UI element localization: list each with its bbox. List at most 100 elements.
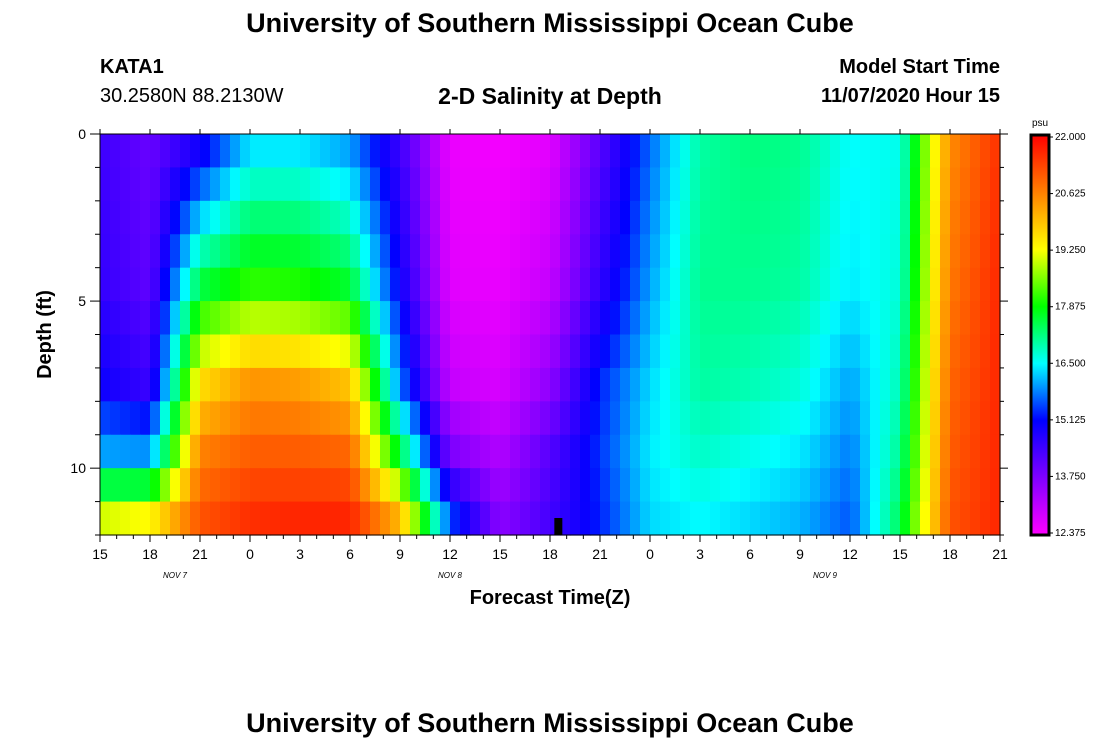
heatmap-cell [840,334,851,369]
heatmap-cell [480,401,491,436]
heatmap-cell [980,267,991,302]
heatmap-cell [660,301,671,336]
heatmap-cell [430,468,441,503]
heatmap-cell [360,334,371,369]
heatmap-cell [700,267,711,302]
heatmap-cell [110,501,121,536]
heatmap-cell [360,434,371,469]
heatmap-cell [680,401,691,436]
heatmap-cell [650,334,661,369]
x-tick-label: 9 [796,546,804,562]
heatmap-cell [450,434,461,469]
heatmap-cell [820,301,831,336]
heatmap-cell [680,200,691,235]
heatmap-cell [890,334,901,369]
heatmap-cell [700,134,711,169]
heatmap-cell [880,501,891,536]
heatmap-cell [920,267,931,302]
heatmap-cell [950,234,961,269]
heatmap-cell [150,367,161,402]
heatmap-cell [320,267,331,302]
heatmap-cell [210,167,221,202]
heatmap-cell [500,301,511,336]
heatmap-cell [830,367,841,402]
heatmap-cell [450,468,461,503]
heatmap-cell [740,401,751,436]
heatmap-cell [160,134,171,169]
heatmap-cell [540,367,551,402]
heatmap-cell [450,334,461,369]
heatmap-cell [900,301,911,336]
heatmap-cell [130,334,141,369]
heatmap-cell [660,367,671,402]
heatmap-cell [920,401,931,436]
heatmap-cell [240,267,251,302]
heatmap-cell [980,434,991,469]
heatmap-cell [460,401,471,436]
heatmap-cell [760,434,771,469]
heatmap-cell [310,200,321,235]
heatmap-cell [900,401,911,436]
heatmap-cell [580,200,591,235]
date-label: NOV 8 [438,571,463,580]
heatmap-cell [770,367,781,402]
heatmap-cell [500,434,511,469]
heatmap-cell [380,501,391,536]
heatmap-cell [790,301,801,336]
heatmap-cell [510,434,521,469]
colorbar-label: 16.500 [1055,358,1086,369]
heatmap-cell [850,167,861,202]
heatmap-cell [150,468,161,503]
heatmap-cell [510,200,521,235]
heatmap-cell [220,234,231,269]
heatmap-cell [540,468,551,503]
current-time-marker [554,518,563,535]
heatmap-cell [410,200,421,235]
heatmap-cell [970,468,981,503]
heatmap-cell [300,234,311,269]
heatmap-cell [580,234,591,269]
heatmap-cell [930,267,941,302]
heatmap-cell [320,501,331,536]
heatmap-cell [610,200,621,235]
heatmap-cell [950,167,961,202]
heatmap-cell [720,501,731,536]
heatmap-cell [350,200,361,235]
heatmap-cell [620,234,631,269]
heatmap-cell [400,167,411,202]
heatmap-cell [150,401,161,436]
heatmap-cell [110,167,121,202]
heatmap-cell [430,200,441,235]
heatmap-cell [240,468,251,503]
heatmap-cell [940,501,951,536]
heatmap-cell [160,267,171,302]
heatmap-cell [810,468,821,503]
heatmap-cell [340,200,351,235]
heatmap-cell [200,267,211,302]
heatmap-cell [260,134,271,169]
heatmap-cell [950,401,961,436]
heatmap-cell [490,267,501,302]
heatmap-cell [850,501,861,536]
heatmap-cell [290,134,301,169]
heatmap-cell [590,134,601,169]
heatmap-cell [670,401,681,436]
heatmap-cell [140,401,151,436]
heatmap-cell [640,434,651,469]
heatmap-cell [480,501,491,536]
heatmap-cell [880,434,891,469]
heatmap-cell [250,501,261,536]
heatmap-cell [580,167,591,202]
heatmap-cell [300,267,311,302]
heatmap-cell [340,134,351,169]
heatmap-cell [790,367,801,402]
heatmap-cell [130,501,141,536]
heatmap-cell [220,401,231,436]
heatmap-cell [570,401,581,436]
heatmap-cell [610,501,621,536]
heatmap-cell [450,401,461,436]
heatmap-cell [420,401,431,436]
heatmap-cell [980,334,991,369]
heatmap-cell [480,267,491,302]
heatmap-cell [820,501,831,536]
